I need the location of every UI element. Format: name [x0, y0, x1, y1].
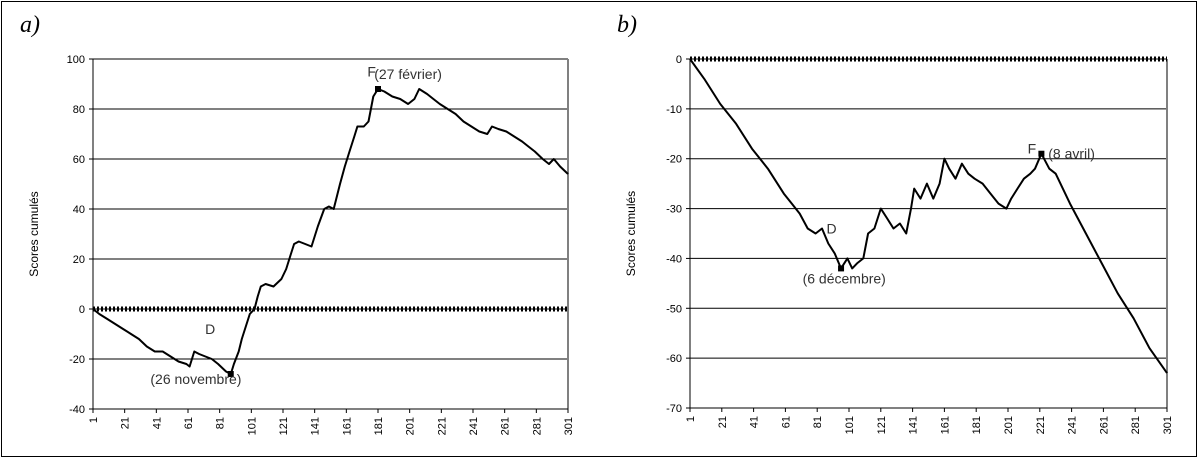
annotation-label: (8 avril) [1048, 146, 1095, 162]
y-tick-label: 60 [73, 154, 85, 166]
y-tick-label: -20 [69, 354, 85, 366]
y-axis-label: Scores cumulés [27, 191, 41, 276]
x-tick-label: 181 [373, 417, 385, 435]
x-tick-label: 141 [908, 416, 920, 434]
x-tick-label: 261 [1098, 416, 1110, 434]
x-tick-label: 141 [310, 417, 322, 435]
x-tick-label: 281 [531, 417, 543, 435]
marked-point [375, 86, 381, 92]
y-tick-label: -60 [666, 353, 682, 365]
x-tick-label: 101 [844, 416, 856, 434]
y-tick-label: 0 [676, 54, 682, 66]
marked-point [838, 265, 845, 272]
x-tick-label: 181 [971, 416, 983, 434]
x-tick-label: 301 [1162, 416, 1174, 434]
marked-point [227, 371, 234, 377]
x-tick-label: 261 [500, 417, 512, 435]
y-tick-label: -40 [69, 404, 85, 416]
y-tick-label: -30 [666, 204, 682, 216]
x-tick-label: 21 [120, 417, 132, 429]
y-tick-label: -40 [666, 253, 682, 265]
annotation-label: (6 décembre) [803, 270, 886, 286]
annotation-label: D [205, 321, 215, 337]
y-tick-label: -20 [666, 154, 682, 166]
score-series-line [689, 58, 1168, 374]
annotation-label: (27 février) [374, 66, 442, 82]
x-tick-label: 81 [812, 416, 824, 428]
y-tick-label: -10 [666, 104, 682, 116]
y-axis-label: Scores cumulés [624, 191, 638, 276]
x-tick-label: 201 [1003, 416, 1015, 434]
x-tick-label: 1 [685, 416, 697, 422]
x-tick-label: 21 [717, 416, 729, 428]
y-tick-label: 0 [79, 304, 85, 316]
panel-letter: b) [617, 12, 637, 38]
x-tick-label: 221 [1035, 416, 1047, 434]
x-tick-label: 101 [246, 417, 258, 435]
chart-panel-2: b)0-10-20-30-40-50-60-701 21 41 61 81 101 121 1… [617, 12, 1174, 434]
x-tick-label: 121 [876, 416, 888, 434]
x-tick-label: 1 [88, 417, 100, 423]
marked-point [1038, 150, 1045, 157]
panel-letter: a) [20, 12, 40, 38]
x-tick-label: 81 [215, 417, 227, 429]
x-tick-label: 281 [1130, 416, 1142, 434]
x-tick-label: 241 [468, 417, 480, 435]
x-tick-label: 221 [436, 417, 448, 435]
x-tick-label: 161 [939, 416, 951, 434]
x-tick-label: 201 [405, 417, 417, 435]
score-series-line [92, 88, 569, 375]
x-tick-label: 61 [183, 417, 195, 429]
x-tick-label: 61 [780, 416, 792, 428]
annotation-label: (26 novembre) [150, 371, 241, 387]
y-tick-label: -50 [666, 303, 682, 315]
y-tick-label: 80 [73, 104, 85, 116]
x-tick-label: 241 [1067, 416, 1079, 434]
annotation-label: D [826, 221, 836, 237]
y-tick-label: 20 [73, 254, 85, 266]
y-tick-label: -70 [666, 403, 682, 415]
y-tick-label: 100 [67, 54, 85, 66]
x-tick-label: 41 [749, 416, 761, 428]
y-tick-label: 40 [73, 204, 85, 216]
x-tick-label: 41 [151, 417, 163, 429]
x-tick-label: 301 [563, 417, 575, 435]
annotation-label: F [1028, 141, 1037, 157]
annotation-label: F [367, 64, 376, 80]
x-tick-label: 121 [278, 417, 290, 435]
x-tick-label: 161 [341, 417, 353, 435]
